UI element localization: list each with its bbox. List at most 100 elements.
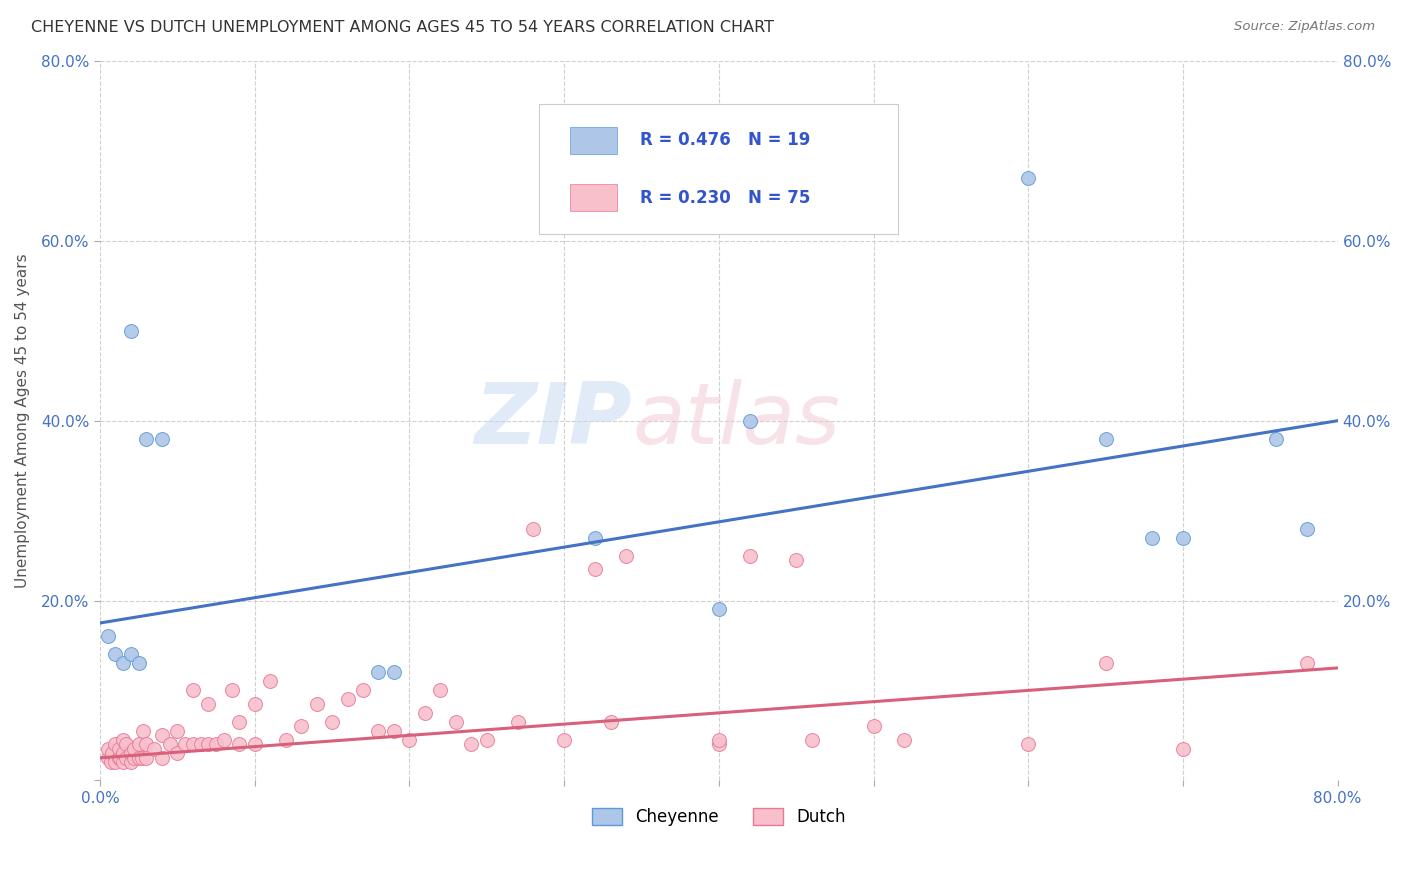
Point bbox=[738, 549, 761, 563]
Point bbox=[614, 549, 637, 563]
Point bbox=[115, 751, 138, 765]
Point bbox=[197, 737, 219, 751]
Text: ZIP: ZIP bbox=[475, 379, 633, 462]
Point bbox=[398, 732, 420, 747]
Point bbox=[181, 683, 204, 698]
Point bbox=[1295, 522, 1317, 536]
Point bbox=[190, 737, 212, 751]
Point bbox=[174, 737, 197, 751]
Point bbox=[135, 432, 157, 446]
Point bbox=[321, 714, 343, 729]
Point bbox=[522, 522, 544, 536]
Point bbox=[259, 674, 281, 689]
Text: R = 0.230   N = 75: R = 0.230 N = 75 bbox=[640, 189, 810, 207]
Point bbox=[1017, 737, 1039, 751]
Point bbox=[112, 657, 135, 671]
Point bbox=[159, 737, 181, 751]
Point bbox=[707, 737, 730, 751]
Point bbox=[120, 756, 142, 770]
Point bbox=[166, 747, 188, 761]
Point bbox=[166, 723, 188, 738]
Point bbox=[1094, 657, 1116, 671]
FancyBboxPatch shape bbox=[540, 104, 898, 234]
Point bbox=[1171, 742, 1194, 756]
Point bbox=[112, 756, 135, 770]
Point bbox=[1094, 432, 1116, 446]
Point bbox=[707, 732, 730, 747]
Point bbox=[115, 737, 138, 751]
Point bbox=[274, 732, 297, 747]
Point bbox=[367, 723, 389, 738]
Point bbox=[707, 602, 730, 616]
Point bbox=[205, 737, 228, 751]
Point bbox=[97, 751, 120, 765]
Point bbox=[112, 732, 135, 747]
Point bbox=[800, 732, 823, 747]
Text: atlas: atlas bbox=[633, 379, 841, 462]
Point bbox=[862, 719, 884, 733]
Point bbox=[444, 714, 467, 729]
Point bbox=[128, 657, 150, 671]
Point bbox=[104, 756, 127, 770]
Point bbox=[107, 742, 129, 756]
Point bbox=[132, 723, 155, 738]
Point bbox=[893, 732, 915, 747]
Point bbox=[135, 737, 157, 751]
Point bbox=[382, 665, 405, 680]
Point bbox=[413, 706, 436, 720]
Point bbox=[197, 697, 219, 711]
Point bbox=[460, 737, 482, 751]
Point bbox=[305, 697, 328, 711]
Point bbox=[221, 683, 243, 698]
Point bbox=[1140, 531, 1163, 545]
Point bbox=[382, 723, 405, 738]
Legend: Cheyenne, Dutch: Cheyenne, Dutch bbox=[592, 808, 845, 826]
Point bbox=[212, 732, 235, 747]
Point bbox=[101, 747, 124, 761]
Point bbox=[128, 751, 150, 765]
Point bbox=[228, 714, 250, 729]
Point bbox=[553, 732, 575, 747]
Point bbox=[128, 737, 150, 751]
Point bbox=[367, 665, 389, 680]
FancyBboxPatch shape bbox=[571, 127, 617, 154]
Point bbox=[100, 756, 122, 770]
Point bbox=[104, 737, 127, 751]
Point bbox=[583, 531, 606, 545]
FancyBboxPatch shape bbox=[571, 184, 617, 211]
Point bbox=[120, 324, 142, 338]
Point bbox=[243, 737, 266, 751]
Point bbox=[150, 751, 173, 765]
Point bbox=[107, 751, 129, 765]
Point bbox=[228, 737, 250, 751]
Point bbox=[599, 714, 621, 729]
Text: R = 0.476   N = 19: R = 0.476 N = 19 bbox=[640, 131, 810, 149]
Point bbox=[352, 683, 374, 698]
Point bbox=[135, 751, 157, 765]
Text: Source: ZipAtlas.com: Source: ZipAtlas.com bbox=[1234, 20, 1375, 33]
Point bbox=[290, 719, 312, 733]
Text: CHEYENNE VS DUTCH UNEMPLOYMENT AMONG AGES 45 TO 54 YEARS CORRELATION CHART: CHEYENNE VS DUTCH UNEMPLOYMENT AMONG AGE… bbox=[31, 20, 773, 35]
Y-axis label: Unemployment Among Ages 45 to 54 years: Unemployment Among Ages 45 to 54 years bbox=[15, 253, 30, 588]
Point bbox=[97, 630, 120, 644]
Point bbox=[120, 747, 142, 761]
Point bbox=[1017, 171, 1039, 186]
Point bbox=[583, 562, 606, 576]
Point bbox=[336, 692, 359, 706]
Point bbox=[122, 751, 145, 765]
Point bbox=[785, 553, 807, 567]
Point bbox=[1264, 432, 1286, 446]
Point bbox=[108, 751, 131, 765]
Point bbox=[112, 747, 135, 761]
Point bbox=[1171, 531, 1194, 545]
Point bbox=[143, 742, 166, 756]
Point bbox=[429, 683, 451, 698]
Point bbox=[738, 414, 761, 428]
Point bbox=[104, 648, 127, 662]
Point bbox=[120, 648, 142, 662]
Point bbox=[243, 697, 266, 711]
Point bbox=[181, 737, 204, 751]
Point bbox=[122, 742, 145, 756]
Point bbox=[506, 714, 529, 729]
Point bbox=[150, 728, 173, 742]
